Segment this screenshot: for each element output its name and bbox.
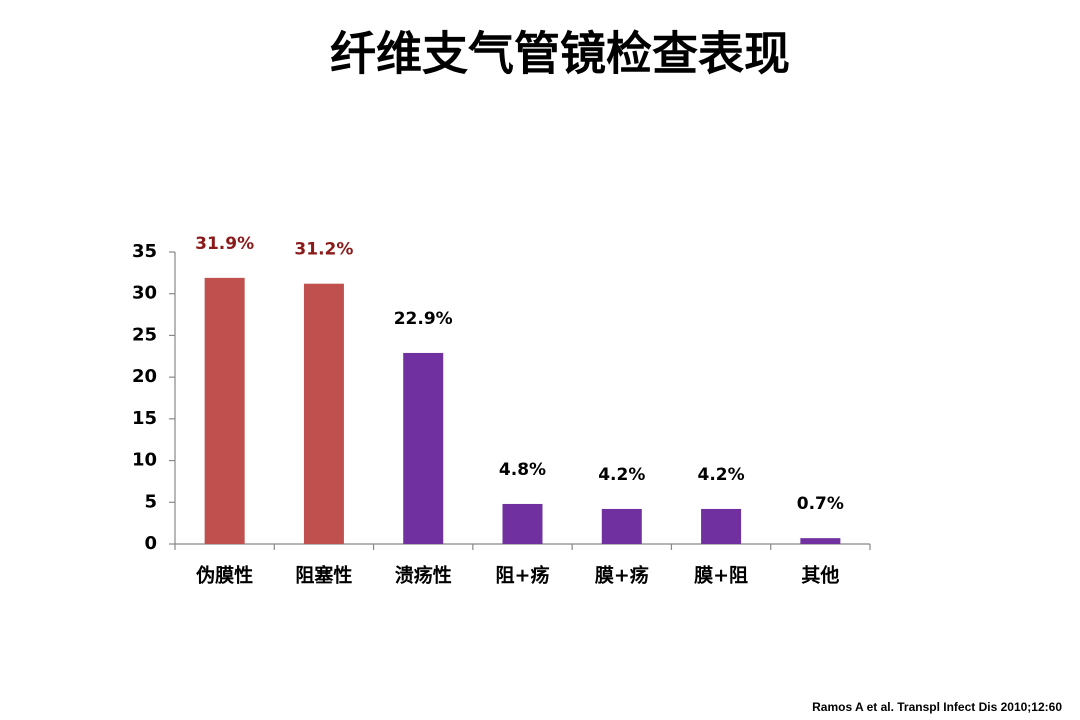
x-tick-label: 阻+疡 (496, 564, 550, 587)
x-tick-label: 膜+疡 (594, 564, 649, 587)
bar (701, 508, 742, 544)
bar (403, 352, 444, 544)
x-tick-label: 伪膜性 (195, 564, 253, 587)
value-label: 22.9% (394, 309, 453, 329)
value-label: 4.2% (697, 465, 744, 485)
bar (800, 538, 841, 544)
y-tick-label: 35 (132, 241, 157, 262)
x-tick-label: 其他 (801, 564, 839, 587)
bar (601, 508, 642, 544)
value-label: 31.2% (294, 240, 353, 260)
y-tick-label: 10 (132, 450, 157, 471)
value-label: 4.8% (499, 460, 546, 480)
chart-title: 纤维支气管镜检查表现 (330, 27, 790, 81)
x-tick-label: 溃疡性 (395, 564, 452, 587)
x-tick-label: 膜+阻 (693, 564, 748, 587)
source-note: Ramos A et al. Transpl Infect Dis 2010;1… (812, 700, 1062, 714)
value-label: 31.9% (195, 234, 254, 254)
bar (303, 283, 344, 544)
y-tick-label: 5 (144, 491, 157, 512)
bar (502, 503, 543, 544)
bar (204, 277, 245, 544)
y-tick-label: 20 (132, 366, 157, 387)
y-tick-label: 0 (144, 533, 157, 554)
x-tick-label: 阻塞性 (295, 564, 352, 587)
value-label: 4.2% (598, 465, 645, 485)
y-tick-label: 30 (132, 283, 157, 304)
y-tick-label: 15 (132, 408, 157, 429)
value-label: 0.7% (797, 494, 844, 514)
y-tick-label: 25 (132, 324, 157, 345)
